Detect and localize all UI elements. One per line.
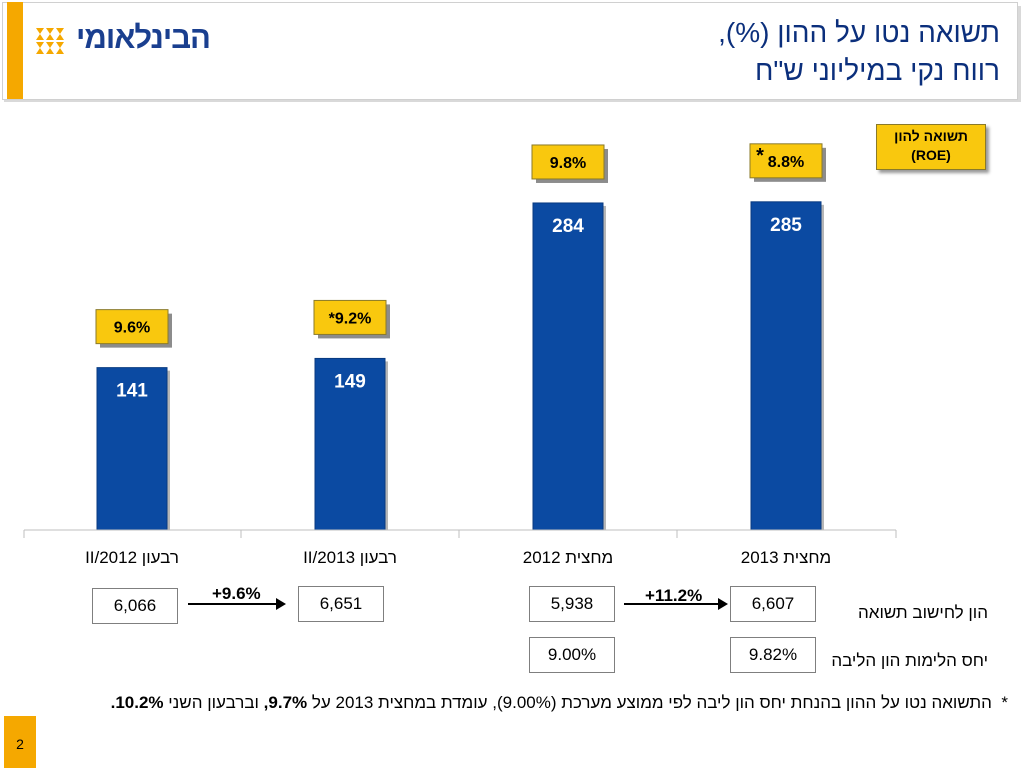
footnote-text-a: התשואה נטו על ההון בהנחת יחס הון ליבה לפ… — [307, 693, 992, 712]
net-profit-chart: 141 9.6% 149 *9.2% 284 9.8% 285 8.8%* רבעון II/… — [23, 143, 897, 567]
bar-value-label: 284 — [552, 216, 584, 237]
roe-value-label: 9.6% — [114, 320, 150, 337]
equity-value-q2-2013: 6,651 — [298, 586, 384, 622]
roe-value-label: *9.2% — [329, 310, 372, 327]
roe-asterisk: * — [756, 145, 764, 167]
footnote: * התשואה נטו על ההון בהנחת יחס הון ליבה … — [68, 690, 1008, 716]
equity-value-q2-2012: 6,066 — [92, 588, 178, 624]
roe-legend-label: תשואה להון (ROE) — [894, 128, 968, 163]
logo-mark-icon — [36, 28, 64, 54]
page-number: 2 — [4, 716, 36, 768]
roe-legend-box: תשואה להון (ROE) — [876, 124, 986, 170]
bar — [314, 357, 386, 531]
category-label: רבעון II/2013 — [303, 548, 397, 567]
growth-label-half: +11.2% — [645, 586, 703, 605]
tier-value-h1-2013: 9.82% — [730, 637, 816, 673]
tier-row-label: יחס הלימות הון הליבה — [831, 651, 988, 670]
title-line-1: תשואה נטו על ההון (%), — [718, 17, 1000, 48]
tier-value-h1-2012: 9.00% — [529, 637, 615, 673]
equity-value-h1-2012: 5,938 — [529, 586, 615, 622]
growth-label-quarter: +9.6% — [212, 584, 261, 603]
footnote-bold-a: 9.7%, — [263, 693, 308, 712]
bank-logo: הבינלאומי — [32, 18, 282, 58]
bar-value-label: 141 — [116, 381, 148, 402]
logo-text: הבינלאומי — [76, 20, 211, 55]
growth-arrow-quarter — [188, 598, 286, 610]
bar — [532, 202, 604, 531]
bar — [96, 367, 168, 531]
footnote-text-b: וברבעון השני — [163, 693, 264, 712]
equity-row-label: הון לחישוב תשואה — [858, 603, 988, 622]
title-line-2: רווח נקי במיליוני ש"ח — [754, 55, 1000, 86]
page-title: תשואה נטו על ההון (%), רווח נקי במיליוני… — [400, 14, 1000, 90]
header-bar — [2, 2, 1018, 100]
bar — [750, 201, 822, 531]
roe-value-label: 8.8% — [768, 154, 804, 171]
footnote-star: * — [1001, 693, 1008, 712]
growth-arrow-half — [624, 598, 728, 610]
footnote-bold-b: 10.2%. — [110, 693, 164, 712]
roe-box — [531, 144, 605, 180]
category-label: רבעון II/2012 — [85, 548, 179, 567]
header-accent — [7, 2, 23, 99]
roe-box — [95, 309, 169, 345]
category-label: מחצית 2013 — [741, 548, 832, 567]
roe-box — [749, 143, 823, 179]
bar-value-label: 149 — [334, 371, 366, 392]
bar-value-label: 285 — [770, 215, 802, 236]
equity-value-h1-2013: 6,607 — [730, 586, 816, 622]
roe-value-label: 9.8% — [550, 155, 586, 172]
roe-box — [313, 299, 387, 335]
category-label: מחצית 2012 — [523, 548, 614, 567]
